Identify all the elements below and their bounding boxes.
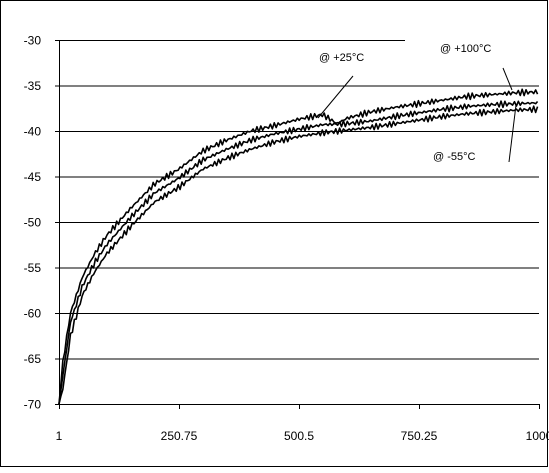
y-tick-label: -60 xyxy=(24,307,42,321)
x-tick-label: 750.25 xyxy=(401,429,438,443)
y-tick-labels: -30 -35 -40 -45 -50 -55 -60 -65 -70 xyxy=(24,34,42,412)
y-tick-label: -45 xyxy=(24,170,42,184)
series-line-1 xyxy=(58,88,539,405)
axes xyxy=(55,40,540,409)
annotation-leader xyxy=(502,67,513,91)
y-tick-label: -35 xyxy=(24,79,42,93)
annotation-background xyxy=(405,32,539,58)
x-tick-labels: 1 250.75 500.5 750.25 1000 xyxy=(56,429,549,443)
y-tick-label: -55 xyxy=(24,261,42,275)
x-tick-label: 1000 xyxy=(526,429,549,443)
annotation-label: @ +100°C xyxy=(440,43,491,55)
y-tick-label: -50 xyxy=(24,216,42,230)
series-line-3 xyxy=(58,105,539,405)
x-tick-label: 500.5 xyxy=(284,429,314,443)
y-tick-label: -40 xyxy=(24,125,42,139)
annotation-label: @ -55°C xyxy=(433,151,476,163)
y-tick-label: -70 xyxy=(24,398,42,412)
annotation-leader xyxy=(508,104,517,163)
annotation-leader xyxy=(317,75,354,119)
y-tick-label: -65 xyxy=(24,352,42,366)
annotation-label: @ +25°C xyxy=(319,52,364,64)
gridlines xyxy=(59,40,539,360)
y-tick-label: -30 xyxy=(24,34,42,48)
x-tick-label: 250.75 xyxy=(161,429,198,443)
x-tick-label: 1 xyxy=(56,429,63,443)
annotations: @ +25°C @ +100°C @ -55°C xyxy=(317,32,539,163)
series-lines xyxy=(58,88,539,405)
series-line-2 xyxy=(58,100,539,405)
